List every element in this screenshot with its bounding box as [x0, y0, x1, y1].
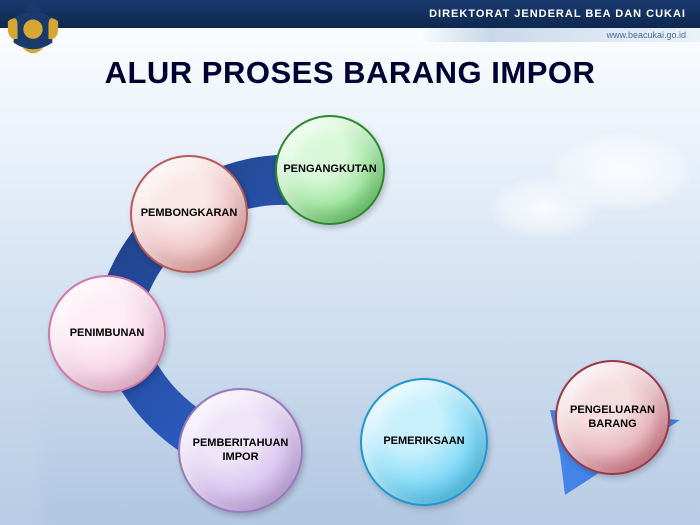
node-label: PENGELUARAN BARANG	[557, 404, 668, 430]
node-pengangkutan: PENGANGKUTAN	[275, 115, 385, 225]
header-bar: DIREKTORAT JENDERAL BEA DAN CUKAI	[0, 0, 700, 28]
node-pengeluaran: PENGELUARAN BARANG	[555, 360, 670, 475]
node-pembongkaran: PEMBONGKARAN	[130, 155, 248, 273]
node-label: PEMBONGKARAN	[135, 207, 244, 220]
node-label: PENGANGKUTAN	[277, 163, 382, 176]
page-title: ALUR PROSES BARANG IMPOR	[0, 55, 700, 91]
flow-diagram: PENGANGKUTAN PEMBONGKARAN PENIMBUNAN PEMBER…	[0, 110, 700, 525]
url-text: www.beacukai.go.id	[606, 30, 686, 40]
header-decoration	[0, 28, 700, 42]
node-penimbunan: PENIMBUNAN	[48, 275, 166, 393]
node-pemberitahuan: PEMBERITAHUAN IMPOR	[178, 388, 303, 513]
node-label: PENIMBUNAN	[64, 327, 151, 340]
node-label: PEMERIKSAAN	[377, 435, 470, 448]
org-name: DIREKTORAT JENDERAL BEA DAN CUKAI	[429, 8, 686, 20]
node-pemeriksaan: PEMERIKSAAN	[360, 378, 488, 506]
node-label: PEMBERITAHUAN IMPOR	[180, 437, 301, 463]
beacukai-logo	[4, 4, 62, 62]
